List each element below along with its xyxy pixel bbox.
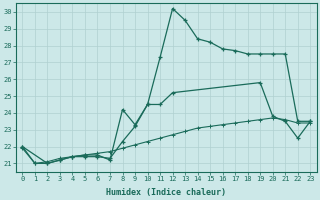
X-axis label: Humidex (Indice chaleur): Humidex (Indice chaleur) bbox=[106, 188, 226, 197]
